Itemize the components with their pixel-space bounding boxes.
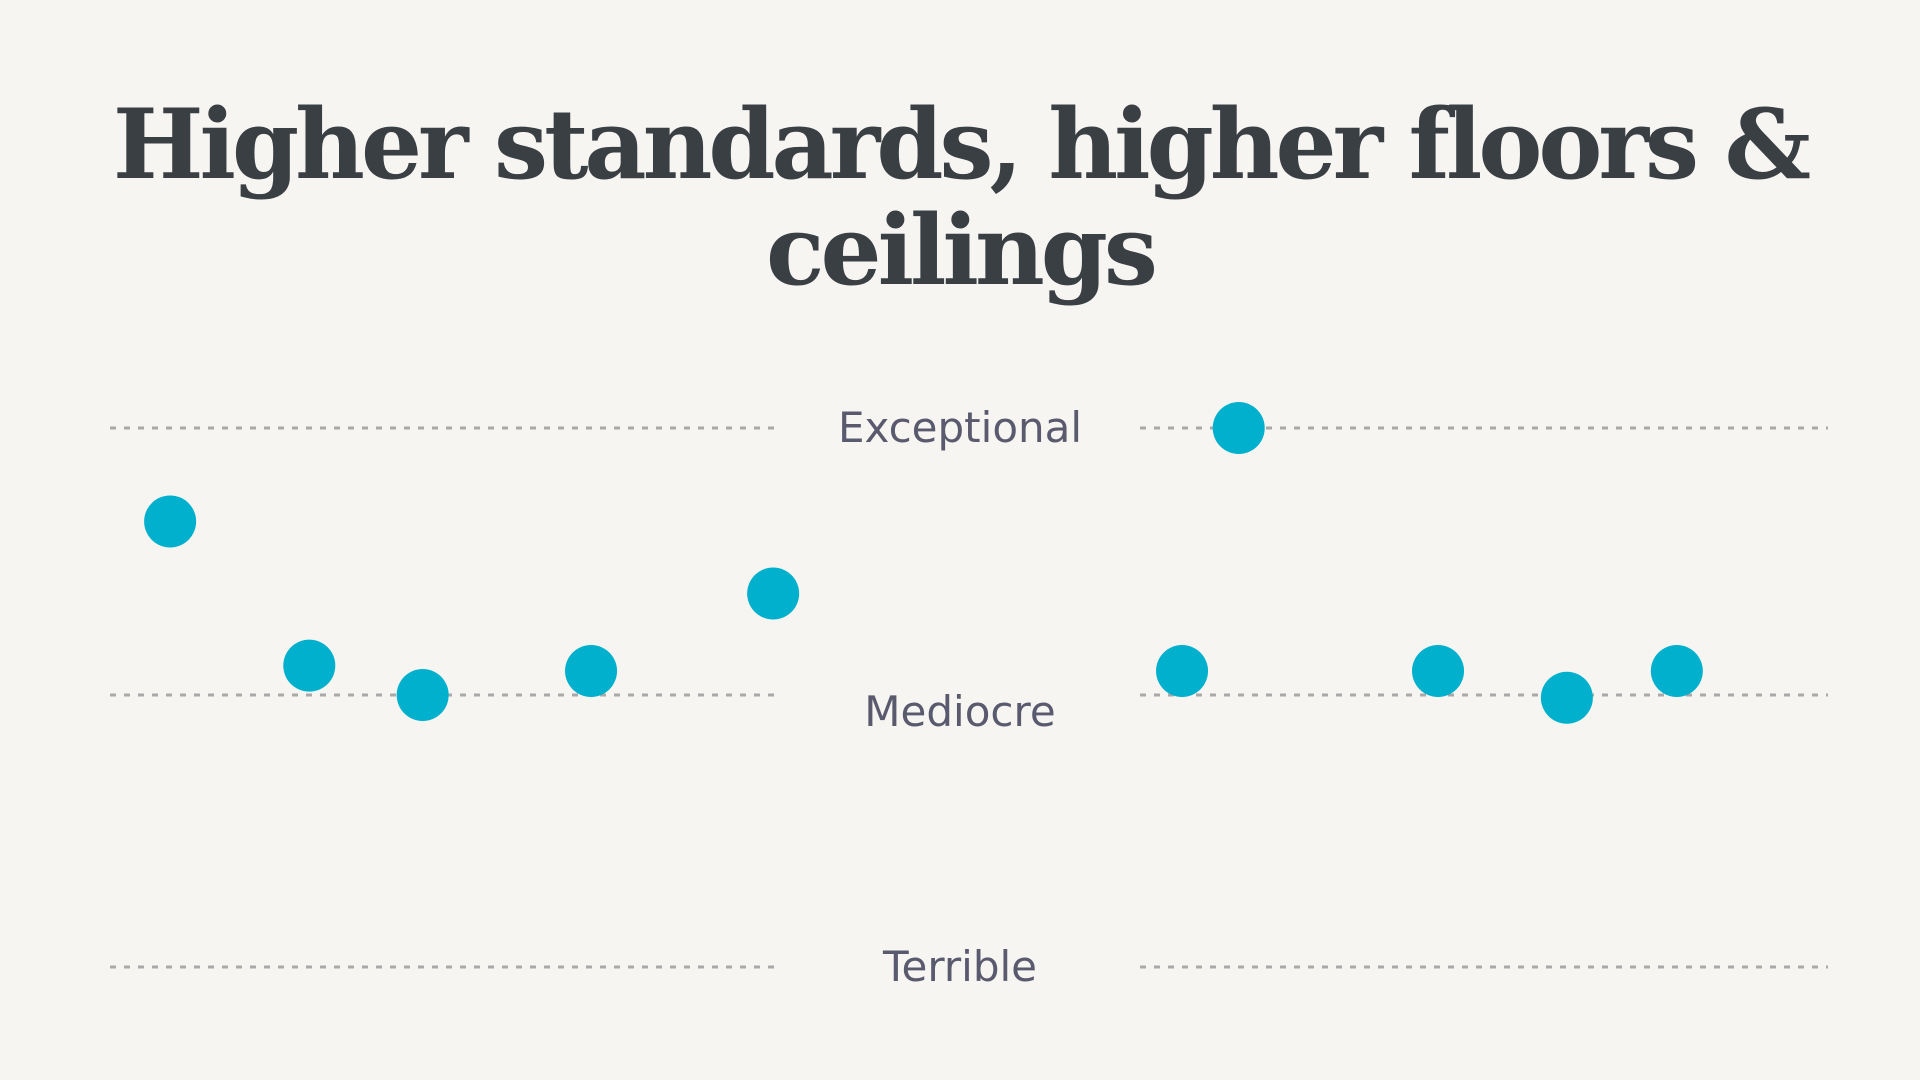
data-points — [144, 402, 1703, 724]
data-point-2-4 — [1540, 671, 1593, 724]
level-labels: Exceptional Mediocre Terrible — [838, 403, 1082, 991]
data-point-2-3 — [1412, 644, 1465, 697]
level-label-mediocre: Mediocre — [864, 687, 1055, 736]
data-point-2-1 — [1212, 402, 1265, 454]
data-point-1-5 — [747, 567, 800, 620]
level-label-terrible: Terrible — [882, 942, 1037, 991]
chart-title: Higher standards, higher floors & ceilin… — [112, 88, 1811, 307]
data-point-1-3 — [396, 669, 449, 721]
level-label-exceptional: Exceptional — [838, 403, 1082, 452]
data-point-1-2 — [283, 639, 336, 692]
data-point-2-5 — [1650, 644, 1703, 697]
data-point-1-1 — [144, 495, 197, 548]
data-point-1-4 — [565, 644, 618, 697]
data-point-2-2 — [1156, 644, 1209, 697]
